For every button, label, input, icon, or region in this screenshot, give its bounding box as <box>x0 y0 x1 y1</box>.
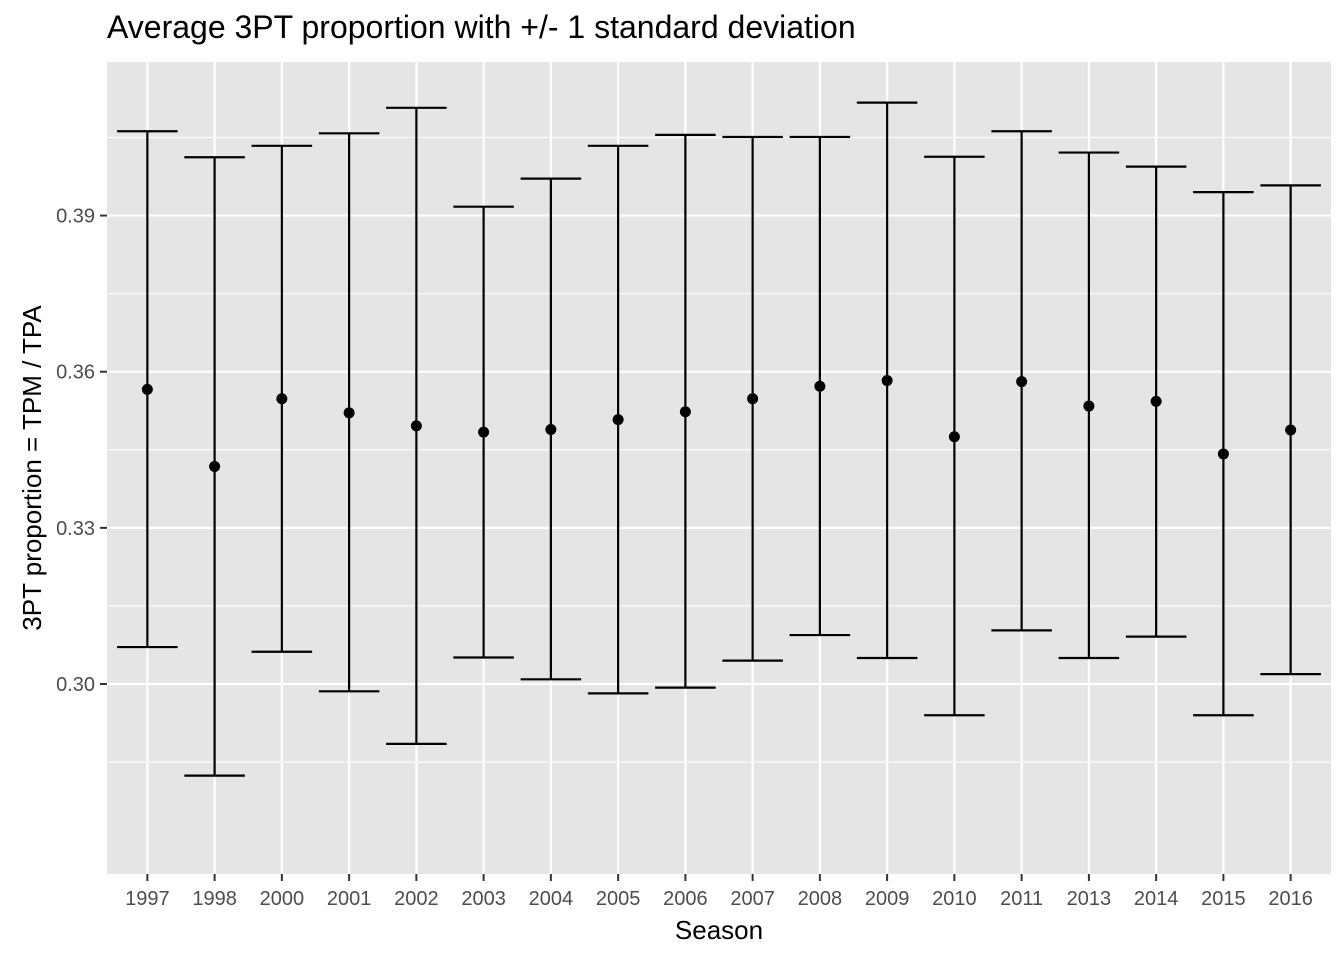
error-bar-2014 <box>1125 165 1187 638</box>
mean-point <box>1150 395 1162 407</box>
minor-gridlines <box>107 136 1331 763</box>
mean-point <box>478 426 490 438</box>
x-tick-label: 2005 <box>596 888 641 910</box>
y-axis-ticks: 0.30 0.33 0.36 0.39 <box>56 206 107 696</box>
error-bar-2010 <box>924 155 985 717</box>
error-bar-2015 <box>1193 191 1254 717</box>
x-axis-title: Season <box>675 915 763 945</box>
error-bar-2004 <box>520 177 582 681</box>
error-bar-2002 <box>386 106 447 745</box>
mean-point <box>209 460 221 472</box>
error-bar-2006 <box>655 133 716 689</box>
x-tick-label: 2010 <box>932 888 977 910</box>
error-bar-2016 <box>1260 184 1321 676</box>
x-tick-label: 2015 <box>1201 888 1246 910</box>
error-bar-2013 <box>1058 151 1120 660</box>
mean-point <box>747 393 759 405</box>
error-bar-2005 <box>587 144 649 695</box>
x-tick-label: 2016 <box>1268 888 1313 910</box>
y-tick-label: 0.39 <box>56 206 95 228</box>
error-bar-2003 <box>453 205 514 659</box>
plot-panel <box>107 62 1331 874</box>
error-bar-2011 <box>991 130 1052 632</box>
error-bar-2008 <box>789 135 851 637</box>
x-tick-label: 2013 <box>1067 888 1112 910</box>
error-bar-2007 <box>722 135 783 662</box>
mean-point <box>948 431 960 443</box>
y-tick-label: 0.30 <box>56 674 95 696</box>
y-tick-label: 0.36 <box>56 362 95 384</box>
x-tick-label: 2006 <box>663 888 708 910</box>
x-tick-label: 2008 <box>798 888 843 910</box>
chart-title: Average 3PT proportion with +/- 1 standa… <box>107 9 856 45</box>
mean-point <box>881 375 893 387</box>
x-tick-label: 2011 <box>1000 888 1043 910</box>
mean-point <box>545 423 557 435</box>
mean-point <box>141 383 153 395</box>
mean-point <box>1016 376 1028 388</box>
mean-point <box>276 393 288 405</box>
error-bars <box>117 101 1321 777</box>
x-tick-label: 2002 <box>394 888 439 910</box>
y-axis-title: 3PT proportion = TPM / TPA <box>17 305 47 631</box>
mean-point <box>612 414 624 426</box>
x-tick-label: 2001 <box>327 888 372 910</box>
x-tick-label: 2009 <box>865 888 910 910</box>
error-bar-1998 <box>184 156 245 777</box>
x-tick-label: 1998 <box>192 888 237 910</box>
mean-point <box>814 380 826 392</box>
x-tick-label: 2003 <box>461 888 506 910</box>
error-bar-2001 <box>318 132 380 693</box>
y-tick-label: 0.33 <box>56 518 95 540</box>
x-tick-label: 2000 <box>260 888 305 910</box>
mean-point <box>343 407 355 419</box>
x-tick-label: 2004 <box>529 888 574 910</box>
mean-point <box>1217 448 1229 460</box>
error-bar-1997 <box>117 130 178 649</box>
x-tick-label: 2014 <box>1134 888 1179 910</box>
x-axis-ticks: 1997 1998 2000 2001 2002 2003 2004 2005 2006 2007… <box>125 874 1313 910</box>
error-bar-2009 <box>856 101 918 660</box>
x-tick-label: 2007 <box>730 888 775 910</box>
mean-point <box>410 420 422 432</box>
mean-point <box>1285 424 1297 436</box>
error-bar-2000 <box>251 144 313 653</box>
x-tick-label: 1997 <box>125 888 170 910</box>
mean-point <box>1083 400 1095 412</box>
mean-point <box>679 406 691 418</box>
